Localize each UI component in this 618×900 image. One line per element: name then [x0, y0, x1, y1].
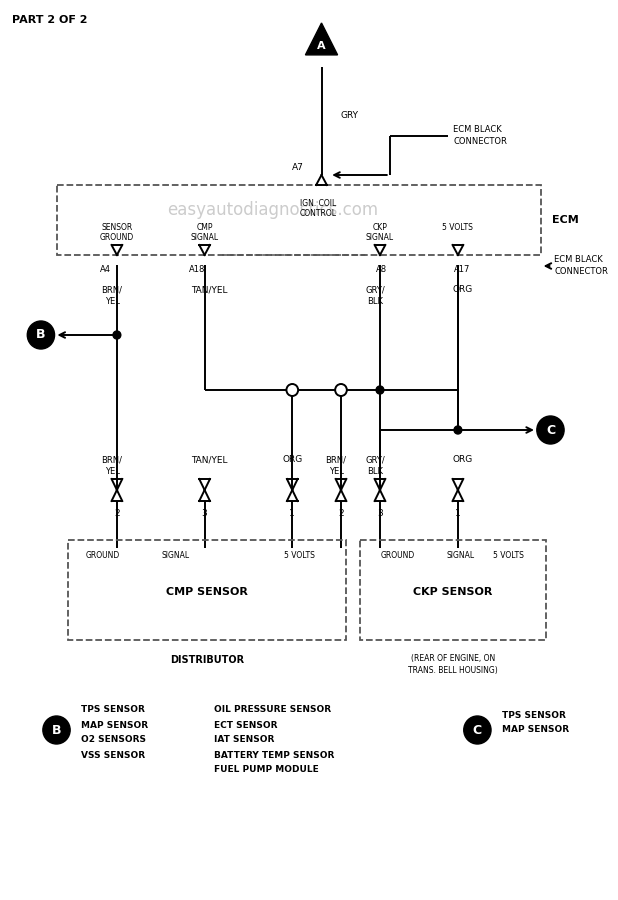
Text: CKP: CKP: [373, 222, 387, 231]
Text: SIGNAL: SIGNAL: [447, 551, 475, 560]
Text: YEL: YEL: [329, 466, 344, 475]
Text: 5 VOLTS: 5 VOLTS: [442, 222, 473, 231]
Text: GRY/: GRY/: [365, 285, 385, 294]
Text: SIGNAL: SIGNAL: [190, 232, 219, 241]
Text: IAT SENSOR: IAT SENSOR: [214, 735, 275, 744]
Text: ECM: ECM: [552, 215, 579, 225]
Circle shape: [335, 384, 347, 396]
Text: BRN/: BRN/: [101, 285, 122, 294]
Circle shape: [464, 716, 491, 744]
Text: A18: A18: [188, 265, 205, 274]
Text: BRN/: BRN/: [101, 455, 122, 464]
Text: CMP SENSOR: CMP SENSOR: [166, 587, 248, 597]
Circle shape: [113, 331, 121, 339]
Text: PART 2 OF 2: PART 2 OF 2: [12, 15, 87, 25]
Text: YEL: YEL: [104, 296, 119, 305]
Text: 5 VOLTS: 5 VOLTS: [284, 551, 315, 560]
Text: O2 SENSORS: O2 SENSORS: [81, 735, 146, 744]
Text: DISTRIBUTOR: DISTRIBUTOR: [170, 655, 244, 665]
Text: GROUND: GROUND: [99, 232, 134, 241]
Text: TPS SENSOR: TPS SENSOR: [81, 706, 145, 715]
Text: ECT SENSOR: ECT SENSOR: [214, 721, 278, 730]
Text: SIGNAL: SIGNAL: [161, 551, 190, 560]
Text: CONNECTOR: CONNECTOR: [554, 267, 608, 276]
Circle shape: [27, 321, 54, 349]
Text: easyautodiagnostics.com: easyautodiagnostics.com: [167, 201, 378, 219]
Circle shape: [537, 416, 564, 444]
Text: VSS SENSOR: VSS SENSOR: [81, 751, 145, 760]
Circle shape: [454, 426, 462, 434]
Text: BRN/: BRN/: [326, 455, 347, 464]
Text: A17: A17: [454, 265, 470, 274]
Text: BLK: BLK: [367, 466, 383, 475]
Text: CMP: CMP: [197, 222, 213, 231]
Text: MAP SENSOR: MAP SENSOR: [502, 725, 569, 734]
Polygon shape: [305, 23, 337, 55]
Text: FUEL PUMP MODULE: FUEL PUMP MODULE: [214, 766, 319, 775]
Text: TPS SENSOR: TPS SENSOR: [502, 710, 565, 719]
Text: BATTERY TEMP SENSOR: BATTERY TEMP SENSOR: [214, 751, 335, 760]
Text: B: B: [52, 724, 61, 736]
Text: YEL: YEL: [104, 466, 119, 475]
Text: IGN. COIL: IGN. COIL: [300, 199, 336, 208]
Text: TRANS. BELL HOUSING): TRANS. BELL HOUSING): [408, 665, 498, 674]
Text: 3: 3: [201, 508, 208, 518]
Text: 5 VOLTS: 5 VOLTS: [493, 551, 524, 560]
Text: A7: A7: [292, 164, 304, 173]
Text: ORG: ORG: [282, 455, 302, 464]
Text: ORG: ORG: [452, 285, 473, 294]
Text: OIL PRESSURE SENSOR: OIL PRESSURE SENSOR: [214, 706, 331, 715]
Text: GROUND: GROUND: [380, 551, 415, 560]
Text: ORG: ORG: [452, 455, 473, 464]
Text: A: A: [317, 41, 326, 51]
Text: ECM BLACK: ECM BLACK: [554, 256, 603, 265]
Text: BLK: BLK: [367, 296, 383, 305]
Circle shape: [376, 386, 384, 394]
Text: GRY/: GRY/: [365, 455, 385, 464]
Text: 3: 3: [377, 508, 383, 518]
Text: CONNECTOR: CONNECTOR: [453, 138, 507, 147]
Text: (REAR OF ENGINE, ON: (REAR OF ENGINE, ON: [411, 653, 495, 662]
Text: B: B: [36, 328, 46, 341]
Circle shape: [286, 384, 298, 396]
Text: GROUND: GROUND: [85, 551, 119, 560]
Text: 2: 2: [114, 508, 120, 518]
Text: A8: A8: [376, 265, 387, 274]
Text: CONTROL: CONTROL: [300, 209, 337, 218]
Text: SIGNAL: SIGNAL: [366, 232, 394, 241]
Text: CKP SENSOR: CKP SENSOR: [413, 587, 493, 597]
Text: C: C: [546, 424, 555, 436]
Text: GRY: GRY: [341, 111, 359, 120]
Text: SENSOR: SENSOR: [101, 222, 132, 231]
Text: 1: 1: [289, 508, 295, 518]
Text: TAN/YEL: TAN/YEL: [191, 285, 227, 294]
Text: MAP SENSOR: MAP SENSOR: [81, 721, 148, 730]
Text: 2: 2: [338, 508, 344, 518]
Text: A4: A4: [99, 265, 111, 274]
Text: TAN/YEL: TAN/YEL: [191, 455, 227, 464]
Text: 1: 1: [455, 508, 461, 518]
Text: ECM BLACK: ECM BLACK: [453, 125, 502, 134]
Circle shape: [43, 716, 70, 744]
Text: C: C: [473, 724, 482, 736]
